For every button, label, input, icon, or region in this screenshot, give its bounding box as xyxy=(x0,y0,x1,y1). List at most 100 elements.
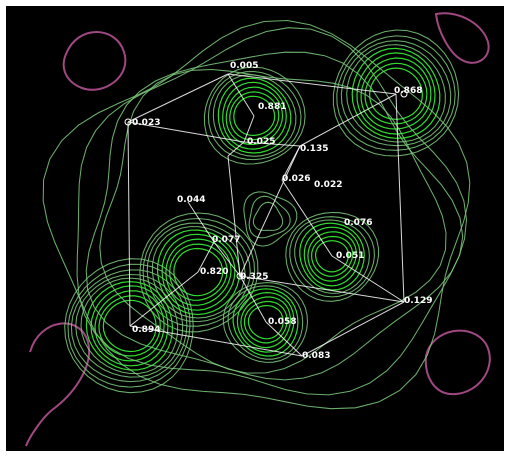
critical-point-marker xyxy=(400,90,408,98)
bond-line xyxy=(129,325,303,357)
molecule-envelope-contour xyxy=(76,27,468,396)
bond-line xyxy=(281,179,333,257)
atom-right-contour xyxy=(289,216,375,298)
atom-left-contour xyxy=(151,226,246,319)
bond-line xyxy=(197,241,215,273)
atom-bottom-center-contour xyxy=(222,282,309,363)
bond-line xyxy=(129,271,199,327)
electron-density-contour-map: 0.005 0.868 0.881 0.023 0.025 0.135 0.02… xyxy=(6,6,504,451)
atom-bottom-left-contour xyxy=(80,277,179,375)
label-right-mid: 0.076 xyxy=(344,218,372,228)
atom-bottom-left-contour xyxy=(75,273,184,378)
label-left-edge: 0.023 xyxy=(132,118,160,128)
atom-left-contour xyxy=(142,217,256,327)
bond-line xyxy=(239,145,301,277)
bond-line xyxy=(127,121,131,327)
bond-line xyxy=(265,321,303,357)
critical-point-markers xyxy=(124,90,408,280)
atom-top-center-contour xyxy=(225,86,284,145)
label-center-mid-2: 0.022 xyxy=(314,180,342,190)
atom-top-right-contour xyxy=(332,29,460,157)
bond-line xyxy=(239,275,405,303)
atom-bottom-left-contour xyxy=(70,269,188,383)
atom-left-contour xyxy=(173,247,224,297)
atom-right-contour xyxy=(314,240,350,273)
atom-top-center-contour xyxy=(233,95,276,137)
molecule-envelope-contour xyxy=(85,51,464,381)
bond-line xyxy=(301,301,405,357)
label-bottom-center-atom: 0.058 xyxy=(268,317,296,327)
bond-line xyxy=(227,73,397,95)
critical-point-marker xyxy=(124,118,132,126)
magenta-contours xyxy=(25,12,491,447)
label-center-left: 0.077 xyxy=(212,235,240,245)
atom-bottom-center-contour xyxy=(236,291,295,353)
central-ring-contour xyxy=(248,195,291,239)
bond-lines xyxy=(127,73,405,357)
bond-line xyxy=(331,255,405,303)
atom-top-center-contour xyxy=(212,74,297,157)
bond-line xyxy=(127,73,229,123)
label-center-bottom: 0.325 xyxy=(240,272,268,282)
label-bottom: 0.083 xyxy=(302,351,330,361)
atom-bottom-left-contour xyxy=(102,299,157,353)
atom-right-contour xyxy=(294,219,370,294)
atom-right-contour xyxy=(299,222,365,291)
label-top-right-atom: 0.868 xyxy=(394,86,422,96)
atom-top-center-contour xyxy=(203,66,306,165)
magenta-contour-bottom-left xyxy=(25,322,91,447)
label-right-atom: 0.051 xyxy=(336,251,364,261)
bond-line xyxy=(299,93,397,147)
label-center-top-2: 0.025 xyxy=(247,137,275,147)
atom-top-right-contour xyxy=(340,40,452,147)
bond-line xyxy=(127,121,245,143)
atom-top-right-contour xyxy=(356,52,436,135)
bond-line xyxy=(243,115,255,143)
bond-line xyxy=(227,141,245,157)
bond-line xyxy=(187,201,215,243)
atom-top-center-contour xyxy=(229,91,280,141)
atom-top-right-contour xyxy=(368,67,423,120)
atom-bottom-center-contour xyxy=(232,288,299,357)
molecule-envelope-contour xyxy=(99,68,447,374)
atom-top-right-contour xyxy=(351,47,441,139)
atom-bottom-center-contour xyxy=(227,285,304,360)
bond-line xyxy=(395,93,405,303)
atom-right-contour xyxy=(310,235,354,277)
atom-bottom-center-contour xyxy=(247,304,284,340)
atom-top-center-contour xyxy=(217,77,292,154)
label-right-bottom: 0.129 xyxy=(404,296,432,306)
bond-line xyxy=(227,73,255,117)
atom-bottom-left-contour xyxy=(94,290,165,362)
magenta-contour-top-left xyxy=(62,31,127,91)
magenta-contour-bottom-right xyxy=(424,329,491,396)
critical-point-marker xyxy=(236,272,244,280)
bond-line xyxy=(239,275,267,323)
bond-line xyxy=(213,241,241,277)
atom-left-contour xyxy=(139,212,259,333)
molecule-envelope-contour xyxy=(42,19,471,410)
atom-left-contour xyxy=(161,233,236,311)
bond-line xyxy=(227,155,241,277)
label-center-top-3: 0.135 xyxy=(300,144,328,154)
atom-top-right-contour xyxy=(360,57,432,130)
label-left-mid: 0.044 xyxy=(177,195,205,205)
atom-right-contour xyxy=(307,231,357,282)
label-center-mid: 0.026 xyxy=(282,174,310,184)
central-ring-contour xyxy=(252,201,284,231)
atom-right-contour xyxy=(303,226,361,287)
central-ring-contour xyxy=(243,191,298,247)
label-left-atom: 0.820 xyxy=(200,267,228,277)
label-bottom-left-atom: 0.894 xyxy=(132,325,160,335)
value-labels: 0.005 0.868 0.881 0.023 0.025 0.135 0.02… xyxy=(132,61,432,361)
atom-bottom-center-contour xyxy=(243,300,288,344)
label-top: 0.005 xyxy=(230,61,258,71)
atom-top-right-contour xyxy=(346,44,446,143)
label-top-center-atom: 0.881 xyxy=(258,102,286,112)
atom-bottom-left-contour xyxy=(98,295,161,357)
atom-bottom-left-contour xyxy=(67,263,191,388)
magenta-contour-top-right xyxy=(434,12,490,64)
bond-line xyxy=(243,141,301,147)
atom-left-contour xyxy=(156,229,241,316)
atom-bottom-center-contour xyxy=(240,296,291,349)
